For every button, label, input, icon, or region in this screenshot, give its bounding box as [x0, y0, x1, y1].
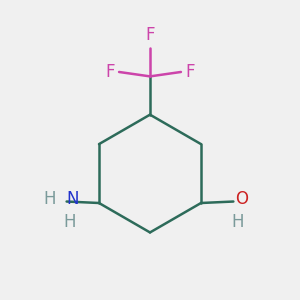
Text: N: N — [66, 190, 79, 208]
Text: H: H — [232, 213, 244, 231]
Text: F: F — [105, 63, 115, 81]
Text: H: H — [43, 190, 56, 208]
Text: H: H — [63, 213, 76, 231]
Text: F: F — [145, 26, 155, 44]
Text: F: F — [185, 63, 195, 81]
Text: O: O — [235, 190, 248, 208]
